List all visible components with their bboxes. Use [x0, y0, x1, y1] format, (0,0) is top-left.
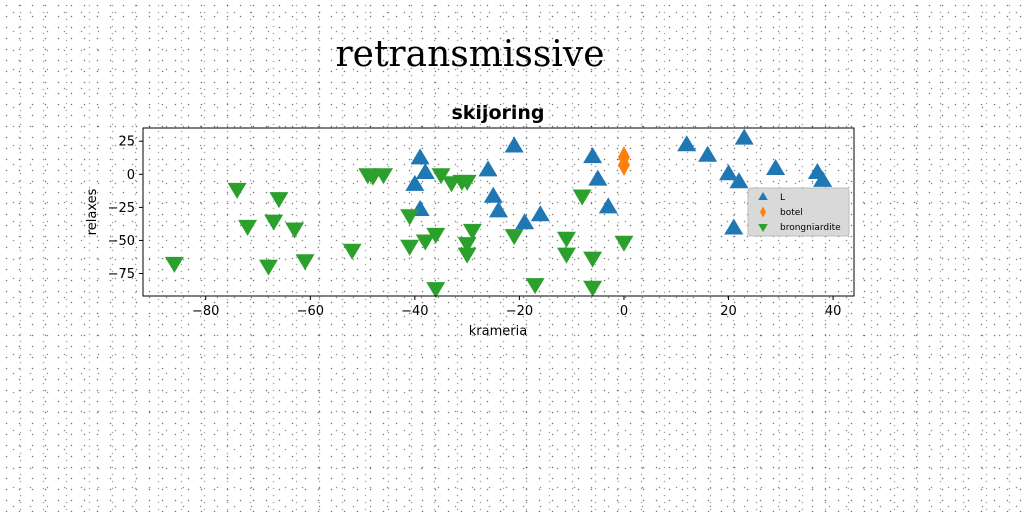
data-point-brongniardite-15: [426, 282, 446, 299]
data-point-brongniardite-3: [258, 259, 278, 276]
x-tick-label: −60: [297, 304, 324, 319]
x-tick-label: 20: [720, 304, 737, 319]
x-axis-label: krameria: [469, 324, 527, 339]
legend-label-brongniardite: brongniardite: [780, 223, 841, 233]
data-point-brongniardite-20: [457, 174, 477, 191]
data-point-L-19: [766, 159, 786, 176]
data-point-L-2: [405, 174, 425, 191]
x-tick-label: −40: [401, 304, 428, 319]
data-point-brongniardite-26: [556, 231, 576, 248]
x-tick-label: −80: [192, 304, 219, 319]
data-point-brongniardite-5: [269, 192, 289, 209]
legend-marker-brongniardite: [758, 224, 768, 232]
data-point-brongniardite-11: [373, 168, 393, 185]
legend-marker-L: [758, 192, 768, 200]
chart-markers: [164, 128, 833, 299]
data-point-brongniardite-23: [462, 223, 482, 240]
data-point-L-8: [515, 213, 535, 230]
data-point-brongniardite-2: [238, 219, 258, 236]
data-point-L-12: [598, 197, 618, 214]
data-point-brongniardite-1: [227, 182, 247, 199]
data-point-brongniardite-21: [457, 237, 477, 254]
data-point-brongniardite-13: [400, 239, 420, 256]
y-tick-label: −50: [108, 234, 135, 249]
data-point-brongniardite-16: [426, 227, 446, 244]
data-point-L-0: [410, 148, 430, 165]
data-point-brongniardite-7: [295, 254, 315, 271]
data-point-L-6: [483, 186, 503, 203]
legend-box: [747, 187, 850, 237]
data-point-L-22: [813, 170, 833, 187]
x-axis: −80 −60 −40 −20 0 20 40: [192, 296, 841, 319]
data-point-L-17: [729, 172, 749, 189]
data-point-L-13: [677, 135, 697, 152]
data-point-L-16: [719, 164, 739, 181]
data-point-L-9: [530, 205, 550, 222]
data-point-brongniardite-4: [264, 214, 284, 231]
data-point-brongniardite-27: [556, 247, 576, 264]
x-tick-label: 40: [825, 304, 842, 319]
figure-suptitle: retransmissive: [335, 34, 605, 75]
data-point-L-5: [504, 136, 524, 153]
data-point-brongniardite-25: [525, 278, 545, 295]
legend-marker-botel: [760, 206, 766, 218]
data-point-brongniardite-0: [164, 256, 184, 273]
data-point-brongniardite-17: [431, 168, 451, 185]
data-point-brongniardite-8: [342, 243, 362, 260]
data-point-brongniardite-12: [400, 209, 420, 226]
y-tick-label: −25: [108, 201, 135, 216]
data-point-L-11: [588, 169, 608, 186]
plot-area-frame: [142, 127, 855, 297]
data-point-brongniardite-28: [572, 189, 592, 206]
data-point-L-18: [724, 218, 744, 235]
data-point-L-7: [489, 201, 508, 218]
data-point-L-15: [734, 128, 754, 145]
y-tick-label: 25: [118, 135, 135, 150]
data-point-brongniardite-31: [614, 235, 634, 252]
data-point-L-10: [583, 147, 603, 164]
y-axis-label: relaxes: [85, 188, 100, 235]
x-tick-label: 0: [620, 304, 628, 319]
x-tick-label: −20: [506, 304, 533, 319]
data-point-botel-1: [617, 154, 630, 177]
data-point-brongniardite-6: [285, 222, 305, 239]
legend-label-botel: botel: [780, 208, 803, 218]
y-axis: 25 0 −25 −50 −75: [108, 135, 143, 282]
data-point-L-14: [698, 145, 718, 162]
data-point-L-1: [415, 162, 435, 179]
y-tick-label: 0: [127, 168, 135, 183]
chart-title: skijoring: [451, 102, 544, 124]
data-point-brongniardite-24: [504, 229, 524, 246]
data-point-brongniardite-22: [457, 247, 477, 264]
data-point-brongniardite-30: [583, 280, 603, 297]
data-point-brongniardite-14: [415, 234, 435, 251]
data-point-brongniardite-29: [583, 251, 603, 268]
legend-label-L: L: [780, 193, 785, 203]
data-point-L-4: [478, 160, 498, 177]
y-tick-label: −75: [108, 267, 135, 282]
